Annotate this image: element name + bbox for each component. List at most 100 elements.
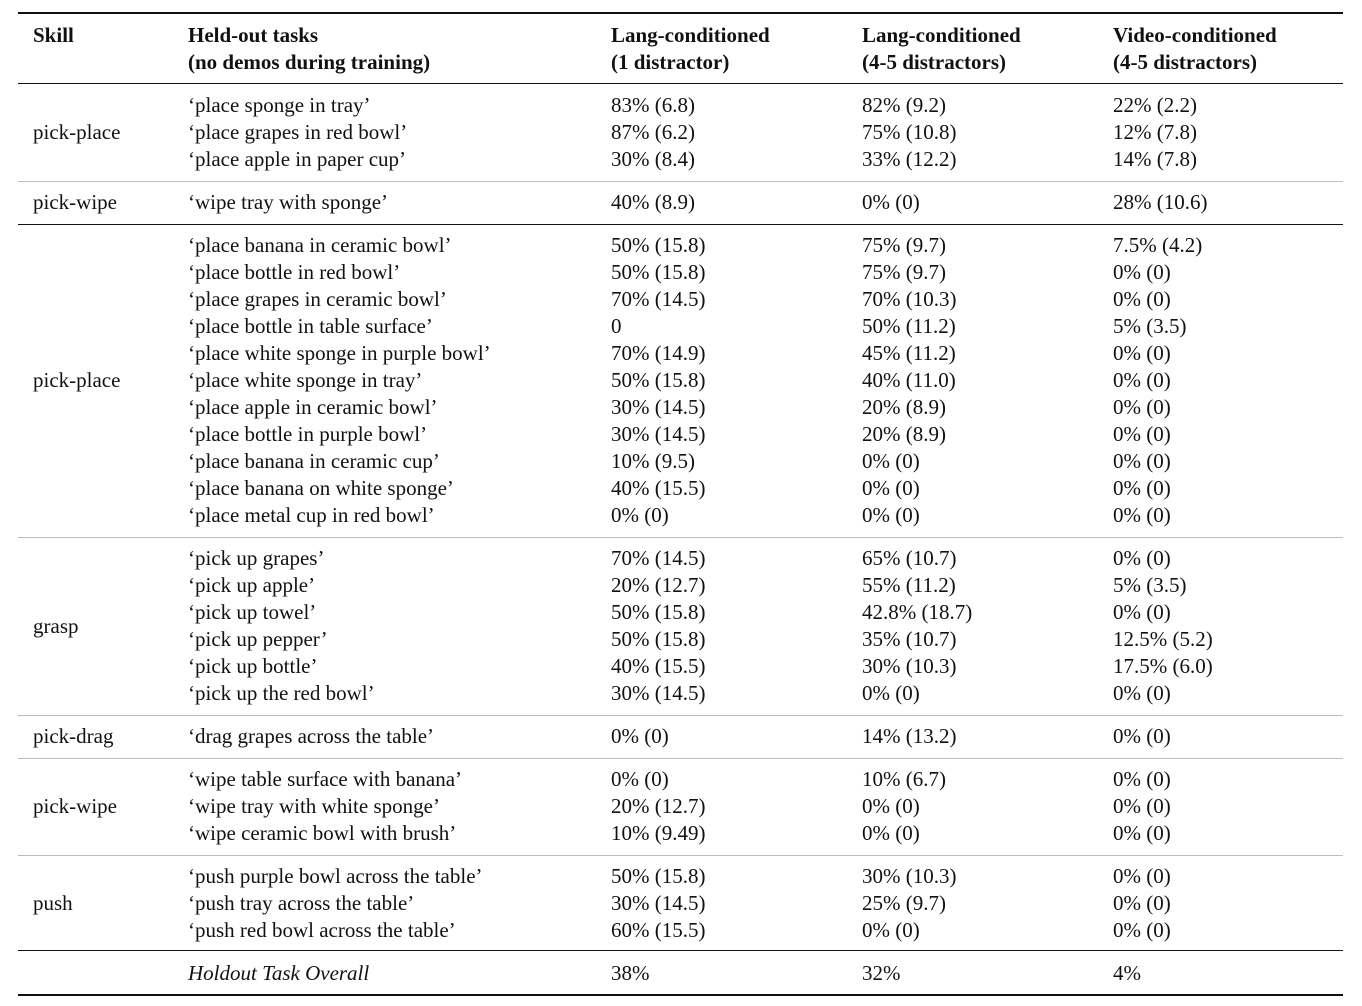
- video-value: 0% (0): [1113, 422, 1171, 446]
- video-value: 5% (3.5): [1113, 314, 1187, 338]
- skill-label: pick-wipe: [33, 794, 117, 818]
- lang1-value: 50% (15.8): [611, 260, 706, 284]
- lang1-value: 0% (0): [611, 767, 669, 791]
- lang1-value: 70% (14.5): [611, 546, 706, 570]
- lang45-value: 20% (8.9): [862, 422, 946, 446]
- lang45-value: 10% (6.7): [862, 767, 946, 791]
- task-name: ‘place white sponge in purple bowl’: [188, 341, 491, 365]
- video-value: 0% (0): [1113, 891, 1171, 915]
- lang45-value: 75% (9.7): [862, 260, 946, 284]
- video-value: 5% (3.5): [1113, 573, 1187, 597]
- lang1-value: 83% (6.8): [611, 93, 695, 117]
- video-value: 0% (0): [1113, 368, 1171, 392]
- lang1-value: 50% (15.8): [611, 368, 706, 392]
- video-value: 0% (0): [1113, 821, 1171, 845]
- lang1-value: 20% (12.7): [611, 573, 706, 597]
- lang1-value: 0% (0): [611, 724, 669, 748]
- lang1-value: 30% (14.5): [611, 681, 706, 705]
- video-value: 0% (0): [1113, 546, 1171, 570]
- task-name: ‘pick up pepper’: [188, 627, 328, 651]
- task-name: ‘place bottle in red bowl’: [188, 260, 401, 284]
- header-lang45-line1: Lang-conditioned: [862, 23, 1021, 47]
- lang45-value: 82% (9.2): [862, 93, 946, 117]
- skill-label: push: [33, 891, 73, 915]
- video-value: 0% (0): [1113, 341, 1171, 365]
- header-lang1-line1: Lang-conditioned: [611, 23, 770, 47]
- lang45-value: 0% (0): [862, 918, 920, 942]
- group-divider: [18, 537, 1343, 538]
- task-name: ‘place sponge in tray’: [188, 93, 371, 117]
- video-value: 0% (0): [1113, 794, 1171, 818]
- lang1-value: 0: [611, 314, 622, 338]
- task-name: ‘pick up towel’: [188, 600, 317, 624]
- video-value: 0% (0): [1113, 395, 1171, 419]
- video-value: 0% (0): [1113, 260, 1171, 284]
- top-rule: [18, 12, 1343, 14]
- skill-label: pick-place: [33, 120, 121, 144]
- header-rule: [18, 83, 1343, 85]
- lang45-value: 50% (11.2): [862, 314, 956, 338]
- task-name: ‘place grapes in red bowl’: [188, 120, 408, 144]
- task-name: ‘place banana in ceramic bowl’: [188, 233, 452, 257]
- task-name: ‘wipe table surface with banana’: [188, 767, 463, 791]
- header-tasks-line2: (no demos during training): [188, 50, 431, 74]
- overall-rule: [18, 950, 1343, 952]
- video-value: 0% (0): [1113, 918, 1171, 942]
- lang45-value: 20% (8.9): [862, 395, 946, 419]
- task-name: ‘place banana in ceramic cup’: [188, 449, 440, 473]
- lang45-value: 45% (11.2): [862, 341, 956, 365]
- video-value: 0% (0): [1113, 864, 1171, 888]
- group-divider: [18, 758, 1343, 759]
- task-name: ‘wipe tray with white sponge’: [188, 794, 440, 818]
- lang1-value: 30% (8.4): [611, 147, 695, 171]
- lang45-value: 55% (11.2): [862, 573, 956, 597]
- lang1-value: 30% (14.5): [611, 395, 706, 419]
- video-value: 0% (0): [1113, 767, 1171, 791]
- group-divider: [18, 181, 1343, 182]
- video-value: 0% (0): [1113, 681, 1171, 705]
- skill-label: pick-drag: [33, 724, 114, 748]
- header-lang1-line2: (1 distractor): [611, 50, 730, 74]
- lang1-value: 70% (14.5): [611, 287, 706, 311]
- lang45-value: 0% (0): [862, 449, 920, 473]
- lang1-value: 50% (15.8): [611, 600, 706, 624]
- task-name: ‘drag grapes across the table’: [188, 724, 435, 748]
- task-name: ‘push tray across the table’: [188, 891, 415, 915]
- lang1-value: 40% (15.5): [611, 476, 706, 500]
- video-value: 0% (0): [1113, 287, 1171, 311]
- task-name: ‘pick up grapes’: [188, 546, 325, 570]
- task-name: ‘pick up bottle’: [188, 654, 318, 678]
- lang1-value: 10% (9.5): [611, 449, 695, 473]
- header-tasks-line1: Held-out tasks: [188, 23, 319, 47]
- lang45-value: 75% (9.7): [862, 233, 946, 257]
- task-name: ‘wipe ceramic bowl with brush’: [188, 821, 457, 845]
- video-value: 28% (10.6): [1113, 190, 1208, 214]
- lang45-value: 33% (12.2): [862, 147, 957, 171]
- lang45-value: 14% (13.2): [862, 724, 957, 748]
- task-name: ‘wipe tray with sponge’: [188, 190, 389, 214]
- lang45-value: 70% (10.3): [862, 287, 957, 311]
- overall-lang45: 32%: [862, 961, 901, 985]
- lang1-value: 50% (15.8): [611, 864, 706, 888]
- lang1-value: 50% (15.8): [611, 627, 706, 651]
- video-value: 0% (0): [1113, 600, 1171, 624]
- task-name: ‘place banana on white sponge’: [188, 476, 454, 500]
- lang45-value: 0% (0): [862, 681, 920, 705]
- task-name: ‘pick up the red bowl’: [188, 681, 375, 705]
- lang45-value: 30% (10.3): [862, 654, 957, 678]
- lang45-value: 25% (9.7): [862, 891, 946, 915]
- video-value: 12.5% (5.2): [1113, 627, 1213, 651]
- video-value: 7.5% (4.2): [1113, 233, 1203, 257]
- overall-video: 4%: [1113, 961, 1141, 985]
- lang45-value: 0% (0): [862, 503, 920, 527]
- header-lang45-line2: (4-5 distractors): [862, 50, 1007, 74]
- overall-lang1: 38%: [611, 961, 650, 985]
- lang1-value: 50% (15.8): [611, 233, 706, 257]
- video-value: 14% (7.8): [1113, 147, 1197, 171]
- overall-label: Holdout Task Overall: [188, 961, 370, 985]
- skill-label: pick-place: [33, 368, 121, 392]
- video-value: 0% (0): [1113, 476, 1171, 500]
- task-name: ‘push red bowl across the table’: [188, 918, 456, 942]
- video-value: 17.5% (6.0): [1113, 654, 1213, 678]
- task-name: ‘place bottle in purple bowl’: [188, 422, 428, 446]
